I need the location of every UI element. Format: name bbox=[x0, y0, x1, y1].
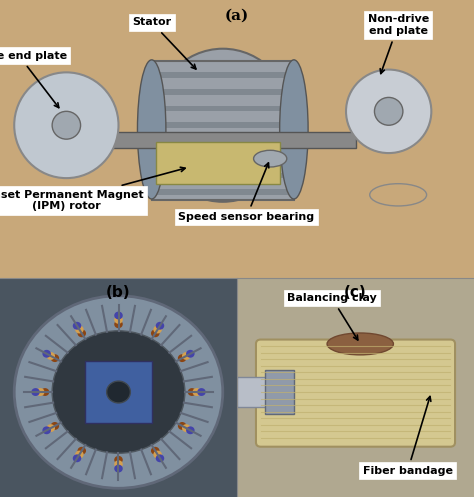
Circle shape bbox=[36, 388, 45, 396]
Circle shape bbox=[78, 330, 86, 337]
Circle shape bbox=[178, 354, 186, 362]
Text: Drive end plate: Drive end plate bbox=[0, 51, 67, 108]
Circle shape bbox=[151, 447, 159, 455]
FancyBboxPatch shape bbox=[237, 278, 474, 497]
Text: Fiber bandage: Fiber bandage bbox=[363, 397, 453, 476]
Circle shape bbox=[178, 422, 186, 430]
Ellipse shape bbox=[327, 333, 393, 355]
Circle shape bbox=[114, 460, 123, 468]
Text: Speed sensor bearing: Speed sensor bearing bbox=[178, 163, 315, 222]
Ellipse shape bbox=[137, 60, 166, 199]
Circle shape bbox=[107, 381, 130, 403]
Circle shape bbox=[114, 465, 123, 473]
Circle shape bbox=[42, 426, 51, 434]
Circle shape bbox=[114, 320, 123, 328]
Circle shape bbox=[31, 388, 40, 396]
FancyBboxPatch shape bbox=[152, 156, 294, 162]
Circle shape bbox=[151, 330, 159, 337]
FancyBboxPatch shape bbox=[0, 0, 474, 278]
FancyBboxPatch shape bbox=[152, 73, 294, 78]
Circle shape bbox=[182, 352, 191, 360]
FancyBboxPatch shape bbox=[265, 370, 294, 414]
Circle shape bbox=[41, 388, 49, 396]
FancyBboxPatch shape bbox=[152, 139, 294, 145]
Ellipse shape bbox=[52, 111, 81, 139]
Circle shape bbox=[75, 326, 84, 333]
FancyBboxPatch shape bbox=[152, 122, 294, 128]
Circle shape bbox=[197, 388, 206, 396]
Ellipse shape bbox=[280, 60, 308, 199]
Circle shape bbox=[51, 354, 59, 362]
Circle shape bbox=[182, 424, 191, 432]
FancyBboxPatch shape bbox=[152, 172, 294, 178]
Text: (b): (b) bbox=[106, 285, 131, 300]
Text: Balancing clay: Balancing clay bbox=[287, 293, 377, 340]
Circle shape bbox=[155, 322, 164, 330]
FancyBboxPatch shape bbox=[152, 189, 294, 195]
Ellipse shape bbox=[374, 97, 403, 125]
FancyBboxPatch shape bbox=[95, 132, 356, 148]
Circle shape bbox=[46, 352, 55, 360]
Circle shape bbox=[155, 454, 164, 462]
Circle shape bbox=[14, 296, 223, 488]
Ellipse shape bbox=[152, 49, 294, 202]
Text: Inset Permanent Magnet
(IPM) rotor: Inset Permanent Magnet (IPM) rotor bbox=[0, 167, 185, 211]
FancyBboxPatch shape bbox=[0, 278, 237, 497]
Circle shape bbox=[73, 322, 82, 330]
FancyBboxPatch shape bbox=[156, 142, 280, 184]
Circle shape bbox=[114, 312, 123, 320]
FancyBboxPatch shape bbox=[152, 106, 294, 111]
Text: (c): (c) bbox=[344, 285, 367, 300]
Ellipse shape bbox=[254, 150, 287, 167]
FancyBboxPatch shape bbox=[152, 89, 294, 94]
FancyBboxPatch shape bbox=[237, 377, 280, 408]
Circle shape bbox=[75, 451, 83, 458]
Text: Stator: Stator bbox=[132, 17, 196, 69]
Text: Non-drive
end plate: Non-drive end plate bbox=[367, 14, 429, 74]
FancyBboxPatch shape bbox=[256, 339, 455, 447]
FancyBboxPatch shape bbox=[85, 361, 152, 422]
Circle shape bbox=[154, 451, 162, 458]
Circle shape bbox=[186, 350, 195, 358]
Circle shape bbox=[52, 331, 185, 453]
Ellipse shape bbox=[14, 73, 118, 178]
Circle shape bbox=[188, 388, 196, 396]
Ellipse shape bbox=[346, 70, 431, 153]
Circle shape bbox=[192, 388, 201, 396]
Circle shape bbox=[46, 424, 55, 432]
Circle shape bbox=[42, 350, 51, 358]
Circle shape bbox=[114, 456, 123, 464]
Circle shape bbox=[114, 316, 123, 324]
Circle shape bbox=[77, 447, 86, 455]
Circle shape bbox=[186, 426, 195, 434]
Circle shape bbox=[73, 454, 81, 462]
FancyBboxPatch shape bbox=[152, 61, 294, 200]
Circle shape bbox=[154, 326, 162, 333]
Text: (a): (a) bbox=[225, 8, 249, 22]
Circle shape bbox=[51, 422, 59, 430]
